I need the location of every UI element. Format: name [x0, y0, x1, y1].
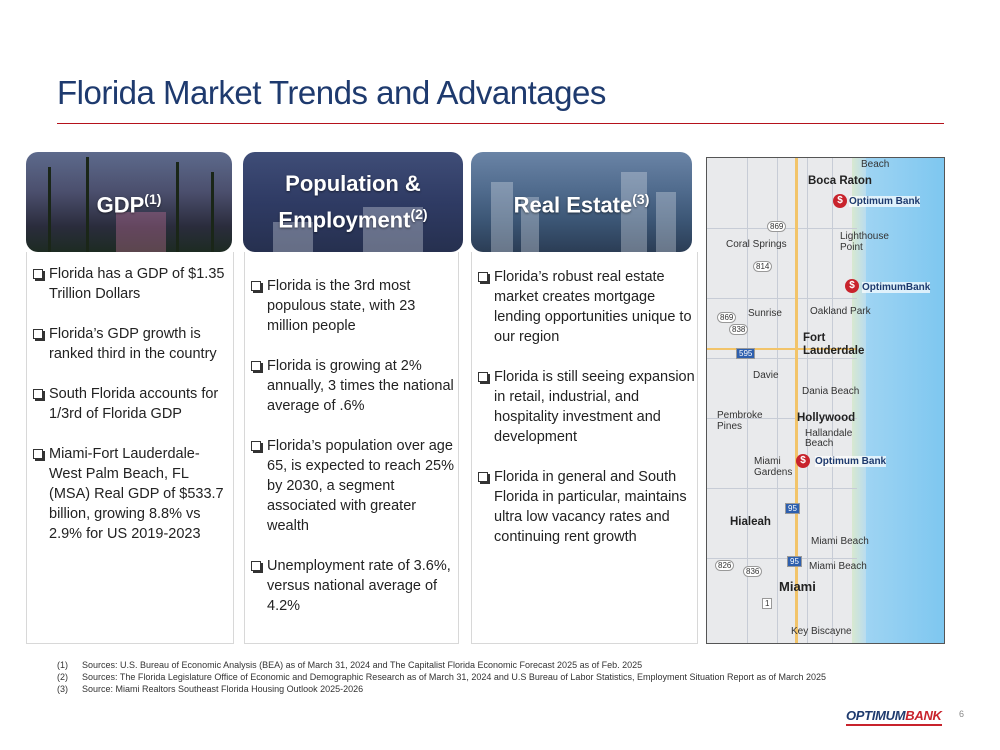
page-number: 6	[959, 709, 965, 719]
real-estate-bullet: Florida’s robust real estate market crea…	[476, 267, 698, 347]
logo-underline	[846, 724, 942, 726]
map-label-sunrise: Sunrise	[748, 308, 782, 319]
logo-text-part2: BANK	[905, 708, 942, 723]
population-header-tile: Population & Employment(2)	[243, 152, 463, 252]
map-label-key-biscayne: Key Biscayne	[791, 626, 852, 637]
slide-title: Florida Market Trends and Advantages	[57, 74, 606, 111]
real-estate-header-ref: (3)	[632, 190, 650, 207]
footnote-number: (1)	[57, 660, 68, 670]
population-header-line1: Population &	[285, 170, 421, 196]
population-bullet: Unemployment rate of 3.6%, versus nation…	[249, 556, 459, 616]
population-header-image	[243, 152, 463, 252]
population-bullet: Florida is growing at 2% annually, 3 tim…	[249, 356, 459, 416]
route-shield: 836	[743, 566, 763, 577]
footnote: (3) Source: Miami Realtors Southeast Flo…	[57, 683, 857, 695]
ocean-area	[864, 158, 944, 643]
map-label-hallandale-beach: Hallandale Beach	[805, 428, 853, 449]
footnote-number: (2)	[57, 672, 68, 682]
logo-text-part1: OPTIMUM	[846, 708, 906, 723]
map-label-dania-beach: Dania Beach	[802, 386, 860, 397]
south-florida-map: Beach Boca Raton Coral Springs Lighthous…	[706, 157, 945, 644]
title-divider	[57, 123, 944, 124]
real-estate-header-label: Real Estate(3)	[514, 184, 650, 220]
map-label-oakland-park: Oakland Park	[810, 306, 871, 317]
interstate-shield: 95	[785, 503, 800, 514]
map-label-boca-raton: Boca Raton	[808, 175, 872, 187]
real-estate-header-text: Real Estate	[513, 192, 633, 218]
map-label-lighthouse-point: Lighthouse Point	[840, 231, 889, 253]
real-estate-bullet: Florida is still seeing expansion in ret…	[476, 367, 698, 447]
map-label-fort-lauderdale: Fort Lauderdale	[803, 332, 865, 357]
gdp-header-image	[26, 152, 232, 252]
interstate-shield: 95	[787, 556, 802, 567]
gdp-bullet: Miami-Fort Lauderdale-West Palm Beach, F…	[31, 444, 231, 544]
real-estate-bullet-list: Florida’s robust real estate market crea…	[476, 267, 698, 567]
branch-label: Optimum Bank	[815, 456, 887, 467]
route-shield: 838	[729, 324, 749, 335]
map-label-miami-beach-2: Miami Beach	[809, 561, 867, 572]
optimum-bank-logo: OPTIMUMBANK	[846, 708, 942, 723]
footnote-text: Source: Miami Realtors Southeast Florida…	[82, 684, 364, 694]
footnote-number: (3)	[57, 684, 68, 694]
population-column: Florida is the 3rd most populous state, …	[244, 252, 459, 644]
real-estate-header-tile: Real Estate(3)	[471, 152, 692, 252]
map-label-davie: Davie	[753, 370, 779, 381]
map-label-pembroke-pines: Pembroke Pines	[717, 410, 763, 432]
real-estate-column: Florida’s robust real estate market crea…	[471, 252, 698, 644]
population-header-ref: (2)	[410, 205, 428, 222]
real-estate-bullet: Florida in general and South Florida in …	[476, 467, 698, 547]
gdp-column: Florida has a GDP of $1.35 Trillion Doll…	[26, 252, 234, 644]
gdp-bullet: South Florida accounts for 1/3rd of Flor…	[31, 384, 231, 424]
branch-pin[interactable]: $	[845, 279, 859, 293]
branch-pin[interactable]: $	[833, 194, 847, 208]
route-shield: 869	[767, 221, 787, 232]
population-header-line2: Employment	[278, 207, 411, 233]
footnote-text: Sources: The Florida Legislature Office …	[82, 672, 827, 682]
gdp-bullet-list: Florida has a GDP of $1.35 Trillion Doll…	[31, 264, 231, 564]
population-header-label: Population & Employment(2)	[278, 169, 427, 235]
gdp-header-tile: GDP(1)	[26, 152, 232, 252]
footnote-text: Sources: U.S. Bureau of Economic Analysi…	[82, 660, 643, 670]
footnote: (2) Sources: The Florida Legislature Off…	[57, 671, 857, 683]
route-shield: 1	[762, 598, 773, 609]
branch-label: Optimum Bank	[849, 196, 921, 207]
gdp-header-ref: (1)	[144, 190, 162, 207]
map-label-miami-beach: Miami Beach	[811, 536, 869, 547]
route-shield: 869	[717, 312, 737, 323]
footnote: (1) Sources: U.S. Bureau of Economic Ana…	[57, 659, 857, 671]
footnotes: (1) Sources: U.S. Bureau of Economic Ana…	[57, 659, 857, 695]
population-bullet: Florida is the 3rd most populous state, …	[249, 276, 459, 336]
gdp-bullet: Florida has a GDP of $1.35 Trillion Doll…	[31, 264, 231, 304]
map-label-miami-gardens: Miami Gardens	[754, 456, 793, 478]
population-bullet: Florida’s population over age 65, is exp…	[249, 436, 459, 536]
real-estate-header-image	[471, 152, 692, 252]
map-label-beach: Beach	[861, 159, 890, 170]
map-label-miami: Miami	[779, 579, 816, 594]
branch-pin[interactable]: $	[796, 454, 810, 468]
gdp-header-text: GDP	[96, 192, 145, 218]
gdp-bullet: Florida’s GDP growth is ranked third in …	[31, 324, 231, 364]
map-label-hollywood: Hollywood	[797, 412, 856, 424]
map-label-coral-springs: Coral Springs	[726, 239, 787, 250]
route-shield: 826	[715, 560, 735, 571]
map-label-hialeah: Hialeah	[730, 516, 771, 528]
route-shield: 814	[753, 261, 773, 272]
population-bullet-list: Florida is the 3rd most populous state, …	[249, 276, 459, 636]
branch-label: OptimumBank	[862, 282, 931, 293]
interstate-shield: 595	[736, 348, 756, 359]
gdp-header-label: GDP(1)	[97, 184, 162, 220]
